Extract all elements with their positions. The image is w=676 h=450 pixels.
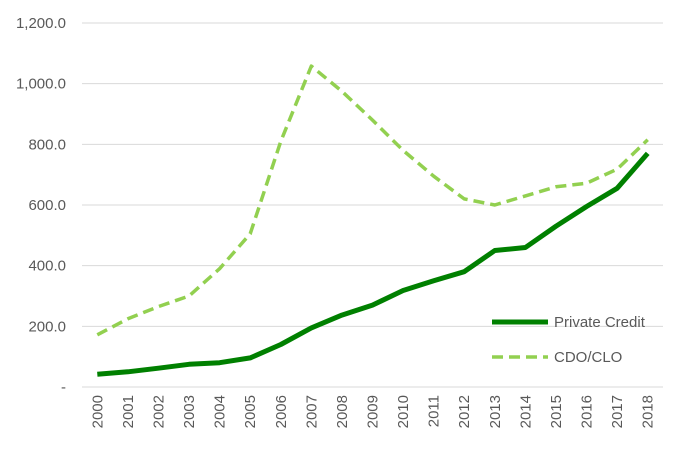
x-axis-ticks: 2000 2001 2002 2003 2004 2005 2006 2007 2008 2009… (89, 395, 656, 428)
y-tick-label: 400.0 (28, 258, 66, 275)
x-tick-label: 2018 (640, 395, 657, 428)
x-tick-label: 2010 (395, 395, 412, 428)
legend: Private Credit CDO/CLO (492, 314, 646, 366)
x-tick-label: 2000 (89, 395, 106, 428)
y-tick-label: 600.0 (28, 197, 66, 214)
x-tick-label: 2013 (487, 395, 504, 428)
gridlines (82, 22, 663, 327)
x-tick-label: 2015 (548, 395, 565, 428)
x-tick-label: 2017 (609, 395, 626, 428)
y-axis-ticks: - 200.0 400.0 600.0 800.0 1,000.0 1,200.0 (16, 15, 66, 396)
y-tick-label: 200.0 (28, 318, 66, 335)
x-tick-label: 2008 (334, 395, 351, 428)
x-tick-label: 2007 (303, 395, 320, 428)
x-tick-label: 2006 (273, 395, 290, 428)
y-tick-label: - (61, 379, 66, 396)
y-tick-label: 1,000.0 (16, 76, 66, 93)
x-tick-label: 2005 (242, 395, 259, 428)
x-tick-label: 2014 (517, 395, 534, 428)
series-line-1 (96, 64, 649, 337)
x-tick-label: 2003 (181, 395, 198, 428)
legend-label: Private Credit (554, 314, 646, 331)
x-tick-label: 2002 (150, 395, 167, 428)
y-tick-label: 800.0 (28, 136, 66, 153)
x-tick-label: 2016 (579, 395, 596, 428)
legend-label: CDO/CLO (554, 349, 622, 366)
series-line-0 (97, 151, 650, 377)
x-tick-label: 2012 (456, 395, 473, 428)
y-tick-label: 1,200.0 (16, 15, 66, 32)
x-tick-label: 2004 (212, 395, 229, 428)
x-tick-label: 2011 (426, 395, 443, 427)
x-tick-label: 2001 (120, 395, 137, 428)
x-tick-label: 2009 (365, 395, 382, 428)
series-lines (96, 64, 650, 377)
